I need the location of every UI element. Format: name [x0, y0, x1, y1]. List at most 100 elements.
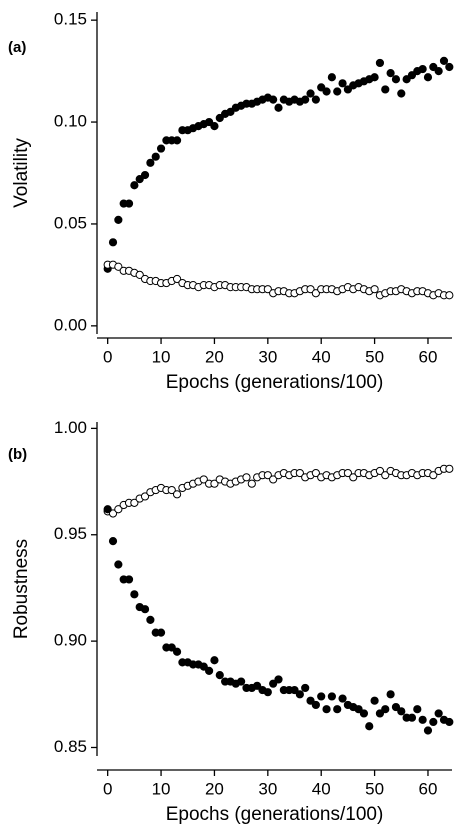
point: [242, 473, 251, 482]
point: [130, 498, 139, 507]
point: [370, 73, 379, 82]
point: [407, 713, 417, 722]
point: [397, 707, 406, 716]
x-tick-label: 20: [205, 347, 224, 366]
point: [365, 722, 374, 731]
point: [413, 705, 422, 714]
point: [274, 103, 283, 112]
x-tick-label: 50: [365, 347, 384, 366]
point: [354, 705, 363, 714]
point: [140, 170, 150, 180]
point: [269, 95, 278, 104]
x-tick-label: 0: [103, 779, 112, 798]
point: [311, 700, 320, 710]
point: [381, 471, 390, 480]
point: [140, 605, 150, 614]
point: [381, 85, 390, 94]
point: [135, 270, 144, 279]
point: [306, 696, 315, 705]
x-tick-label: 0: [103, 347, 112, 366]
point: [349, 473, 358, 482]
point: [333, 705, 342, 714]
point: [439, 56, 449, 66]
y-axis-label: Volatility: [11, 138, 32, 208]
point: [311, 289, 320, 298]
y-tick-label: 0.95: [54, 524, 87, 543]
point: [397, 89, 406, 98]
point: [338, 694, 347, 703]
point: [301, 95, 310, 104]
x-tick-label: 60: [419, 347, 438, 366]
point: [295, 690, 304, 699]
point: [386, 690, 395, 699]
x-tick-label: 60: [419, 779, 438, 798]
point: [317, 83, 326, 92]
point: [429, 62, 438, 72]
point: [391, 702, 401, 712]
y-tick-label: 0.85: [54, 737, 87, 756]
point: [172, 136, 182, 145]
point: [343, 85, 353, 94]
point: [290, 685, 299, 695]
point: [237, 677, 246, 686]
point: [114, 505, 123, 514]
point: [167, 643, 176, 652]
point: [114, 215, 123, 224]
point: [215, 671, 224, 680]
point: [135, 175, 144, 184]
point: [407, 71, 417, 80]
point: [130, 181, 139, 190]
point: [199, 662, 208, 671]
point: [124, 199, 134, 208]
point: [274, 675, 283, 684]
point: [146, 615, 155, 624]
y-tick-label: 0.90: [54, 631, 87, 650]
point: [226, 107, 235, 116]
x-tick-label: 10: [152, 347, 171, 366]
point: [306, 285, 315, 294]
point: [269, 475, 278, 484]
point: [210, 122, 219, 131]
point: [338, 79, 347, 88]
y-tick-label: 1.00: [54, 418, 87, 437]
point: [263, 688, 272, 697]
panel-label: (b): [8, 446, 27, 463]
x-axis-label: Epochs (generations/100): [166, 372, 384, 393]
point: [151, 152, 160, 161]
x-tick-label: 20: [205, 779, 224, 798]
point: [423, 73, 433, 82]
point: [375, 709, 385, 718]
y-tick-label: 0.00: [54, 315, 87, 334]
point: [269, 679, 278, 688]
point: [423, 726, 433, 735]
point: [370, 696, 379, 705]
point: [311, 468, 320, 478]
point: [103, 505, 112, 514]
point: [418, 64, 427, 74]
point: [386, 69, 395, 78]
point: [322, 705, 331, 714]
point: [375, 58, 385, 68]
point: [172, 490, 182, 499]
point: [210, 656, 219, 665]
point: [418, 715, 427, 724]
point: [114, 560, 123, 569]
point: [381, 705, 390, 714]
point: [333, 87, 342, 96]
y-tick-label: 0.10: [54, 112, 87, 131]
point: [359, 709, 369, 718]
point: [317, 692, 326, 701]
x-tick-label: 30: [258, 347, 277, 366]
point: [301, 683, 310, 693]
point: [247, 479, 256, 488]
point: [199, 475, 208, 484]
point: [130, 590, 139, 599]
x-tick-label: 30: [258, 779, 277, 798]
point: [156, 628, 166, 637]
point: [114, 262, 123, 271]
point: [124, 575, 134, 584]
point: [167, 485, 176, 495]
x-axis-label: Epochs (generations/100): [166, 804, 384, 825]
point: [205, 117, 214, 127]
